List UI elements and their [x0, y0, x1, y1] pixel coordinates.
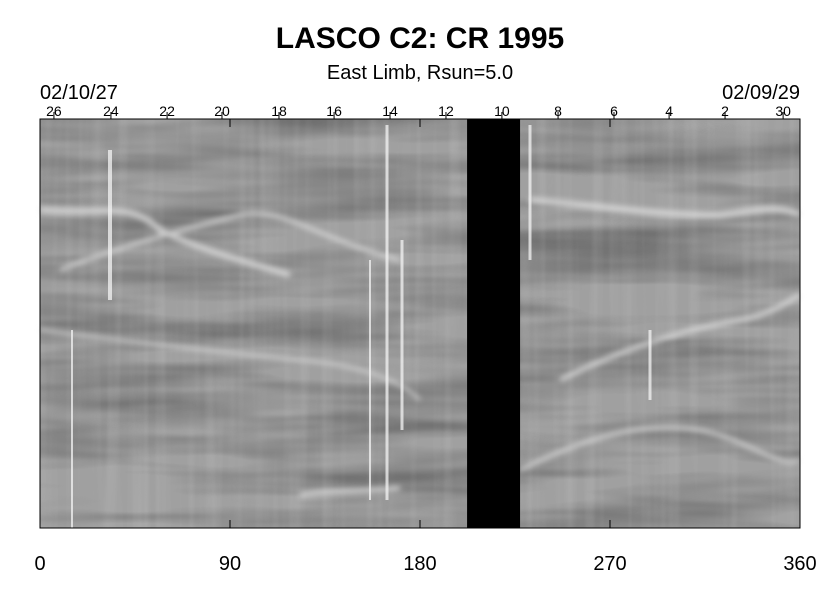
day-tick-label: 12 — [438, 103, 454, 119]
day-tick-label: 30 — [775, 103, 791, 119]
map-image — [39, 119, 802, 528]
x-tick-label: 270 — [593, 553, 626, 575]
day-tick-label: 8 — [554, 103, 562, 119]
map-vertical-texture — [40, 119, 800, 528]
chart-title: LASCO C2: CR 1995 — [276, 22, 564, 55]
day-tick-label: 14 — [382, 103, 398, 119]
plot-area — [467, 119, 521, 528]
day-tick-label: 6 — [610, 103, 618, 119]
day-tick-label: 26 — [46, 103, 62, 119]
x-tick-label: 0 — [34, 553, 45, 575]
day-tick-label: 18 — [271, 103, 287, 119]
chart-subtitle: East Limb, Rsun=5.0 — [327, 62, 513, 84]
day-tick-label: 2 — [721, 103, 729, 119]
vertical-features — [71, 125, 652, 528]
start-date: 02/10/27 — [40, 82, 118, 104]
day-tick-label: 10 — [494, 103, 510, 119]
end-date: 02/09/29 — [722, 82, 800, 104]
x-tick-label: 360 — [783, 553, 816, 575]
day-tick-label: 4 — [665, 103, 673, 119]
day-tick-label: 22 — [159, 103, 175, 119]
day-tick-label: 24 — [103, 103, 119, 119]
x-tick-label: 90 — [219, 553, 241, 575]
data-gap — [467, 119, 521, 528]
x-tick-label: 180 — [403, 553, 436, 575]
day-tick-label: 20 — [214, 103, 230, 119]
day-tick-label: 16 — [326, 103, 342, 119]
